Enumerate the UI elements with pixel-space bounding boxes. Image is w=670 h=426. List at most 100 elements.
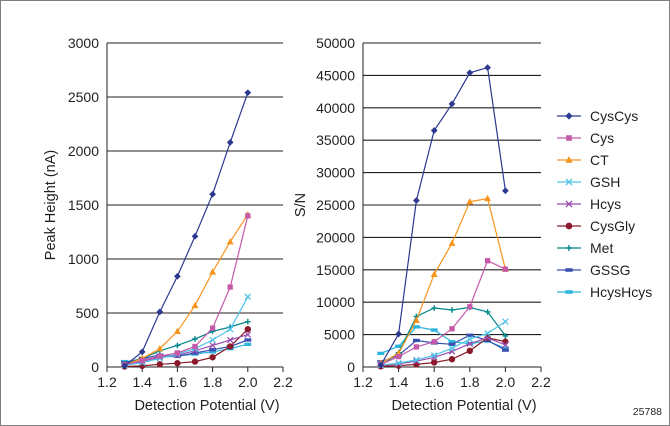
right-point-gssg [501,348,509,352]
left-y-axis-label: Peak Height (nA) [43,150,59,260]
right-point-hcys [502,341,509,349]
right-y-tick-label: 30000 [316,165,355,181]
right-y-tick-label: 50000 [316,35,355,51]
left-point-met [174,342,181,349]
left-x-tick-labels: 1.2 1.4 1.6 1.8 2.0 2.2 [97,374,293,390]
left-point-ct [209,268,217,275]
right-point-met [484,309,491,315]
left-point-cys [209,325,216,331]
left-line-gsh [124,296,249,366]
right-x-tick-label: 1.6 [424,374,444,390]
right-x-tick-label: 1.4 [389,374,409,390]
legend-marker [565,290,573,294]
right-point-gsh [466,335,474,343]
right-series-cyscys [377,64,509,369]
left-point-ct [226,238,234,245]
right-point-gssg [466,333,474,337]
left-point-hcyshcys [244,342,252,346]
right-line-gsh [380,321,506,366]
left-point-cysgly [156,361,163,368]
legend-marker [566,245,572,251]
right-point-cysgly [431,359,438,366]
right-point-gssg [412,338,420,343]
figure-id: 25788 [633,406,662,418]
left-point-met [192,336,198,342]
left-point-cysgly [191,358,199,365]
right-point-cyscys [395,330,402,338]
right-y-tick-label: 45000 [316,67,355,83]
right-point-met [431,305,437,311]
legend-item-cys: Cys [557,130,614,146]
right-point-cys [502,266,509,272]
left-x-tick-label: 1.2 [97,374,117,390]
right-point-gssg [448,342,456,346]
right-axes [362,43,542,372]
left-x-tick-label: 2.0 [238,374,258,390]
right-point-cyscys [466,69,474,77]
left-x-tick-label: 1.8 [203,374,223,390]
left-point-ct [191,301,199,309]
right-point-ct [430,270,438,277]
left-y-tick-label: 0 [91,359,99,375]
right-line-cys [380,259,506,365]
left-point-cyscys [121,362,128,370]
right-point-gsh [413,356,420,364]
right-point-gsh [448,344,456,352]
left-point-hcys [226,336,234,344]
right-line-ct [380,197,506,364]
left-point-gsh [209,336,216,344]
legend-item-cysgly: CysGly [557,218,635,234]
right-point-cyscys [413,197,420,204]
legend-label: Hcys [590,196,621,212]
right-point-cys [413,344,420,350]
left-y-tick-label: 3000 [68,35,99,51]
right-point-cys [395,353,402,360]
legend-item-gsh: GSH [557,174,620,190]
legend-marker [565,178,573,186]
left-point-cyscys [209,190,216,198]
right-point-cys [431,339,437,345]
legend-label: Met [590,240,613,256]
legend-item-ct: CT [557,152,609,168]
right-point-gsh [484,330,491,337]
left-point-cyscys [244,89,252,97]
legend-item-hcys: Hcys [557,196,621,212]
left-point-cyscys [156,308,164,316]
right-x-axis-label: Detection Potential (V) [391,398,536,414]
left-chart: 0 500 1000 1500 2000 2500 3000 1.2 1.4 1.6 1.8 2.0… [43,35,293,414]
legend-marker [565,222,573,230]
left-y-tick-label: 500 [76,305,100,321]
left-line-cyscys [124,92,249,367]
right-y-tick-label: 5000 [324,327,355,343]
legend-label: CT [590,152,609,168]
right-point-cyscys [502,187,509,195]
left-y-tick-label: 2000 [68,143,99,159]
legend-marker [565,200,573,208]
right-point-cyscys [377,361,385,369]
legend-label: CysCys [590,108,638,124]
left-point-cys [139,357,145,364]
left-x-axis-label: Detection Potential (V) [134,398,279,414]
right-y-tick-label: 0 [347,359,355,375]
left-point-hcys [244,331,252,338]
left-point-cys [227,284,233,290]
left-point-cys [192,343,198,350]
right-y-tick-label: 10000 [316,294,355,310]
legend-item-gssg: GSSG [557,262,630,278]
right-y-axis-label: S/N [293,193,309,217]
right-y-tick-label: 15000 [316,262,355,278]
right-point-ct [466,198,474,205]
left-point-ct [173,327,181,335]
right-point-hcyshcys [412,325,420,329]
right-point-cyscys [448,100,456,108]
right-point-cys [449,326,455,332]
right-y-tick-label: 40000 [316,100,355,116]
left-line-cys [124,215,249,366]
legend-marker [566,135,572,141]
right-series-cys [378,258,509,368]
left-x-tick-label: 2.2 [273,374,293,390]
right-point-cyscys [484,64,491,71]
right-y-tick-label: 25000 [316,197,355,213]
legend-marker [565,268,573,272]
right-point-cysgly [466,347,473,354]
